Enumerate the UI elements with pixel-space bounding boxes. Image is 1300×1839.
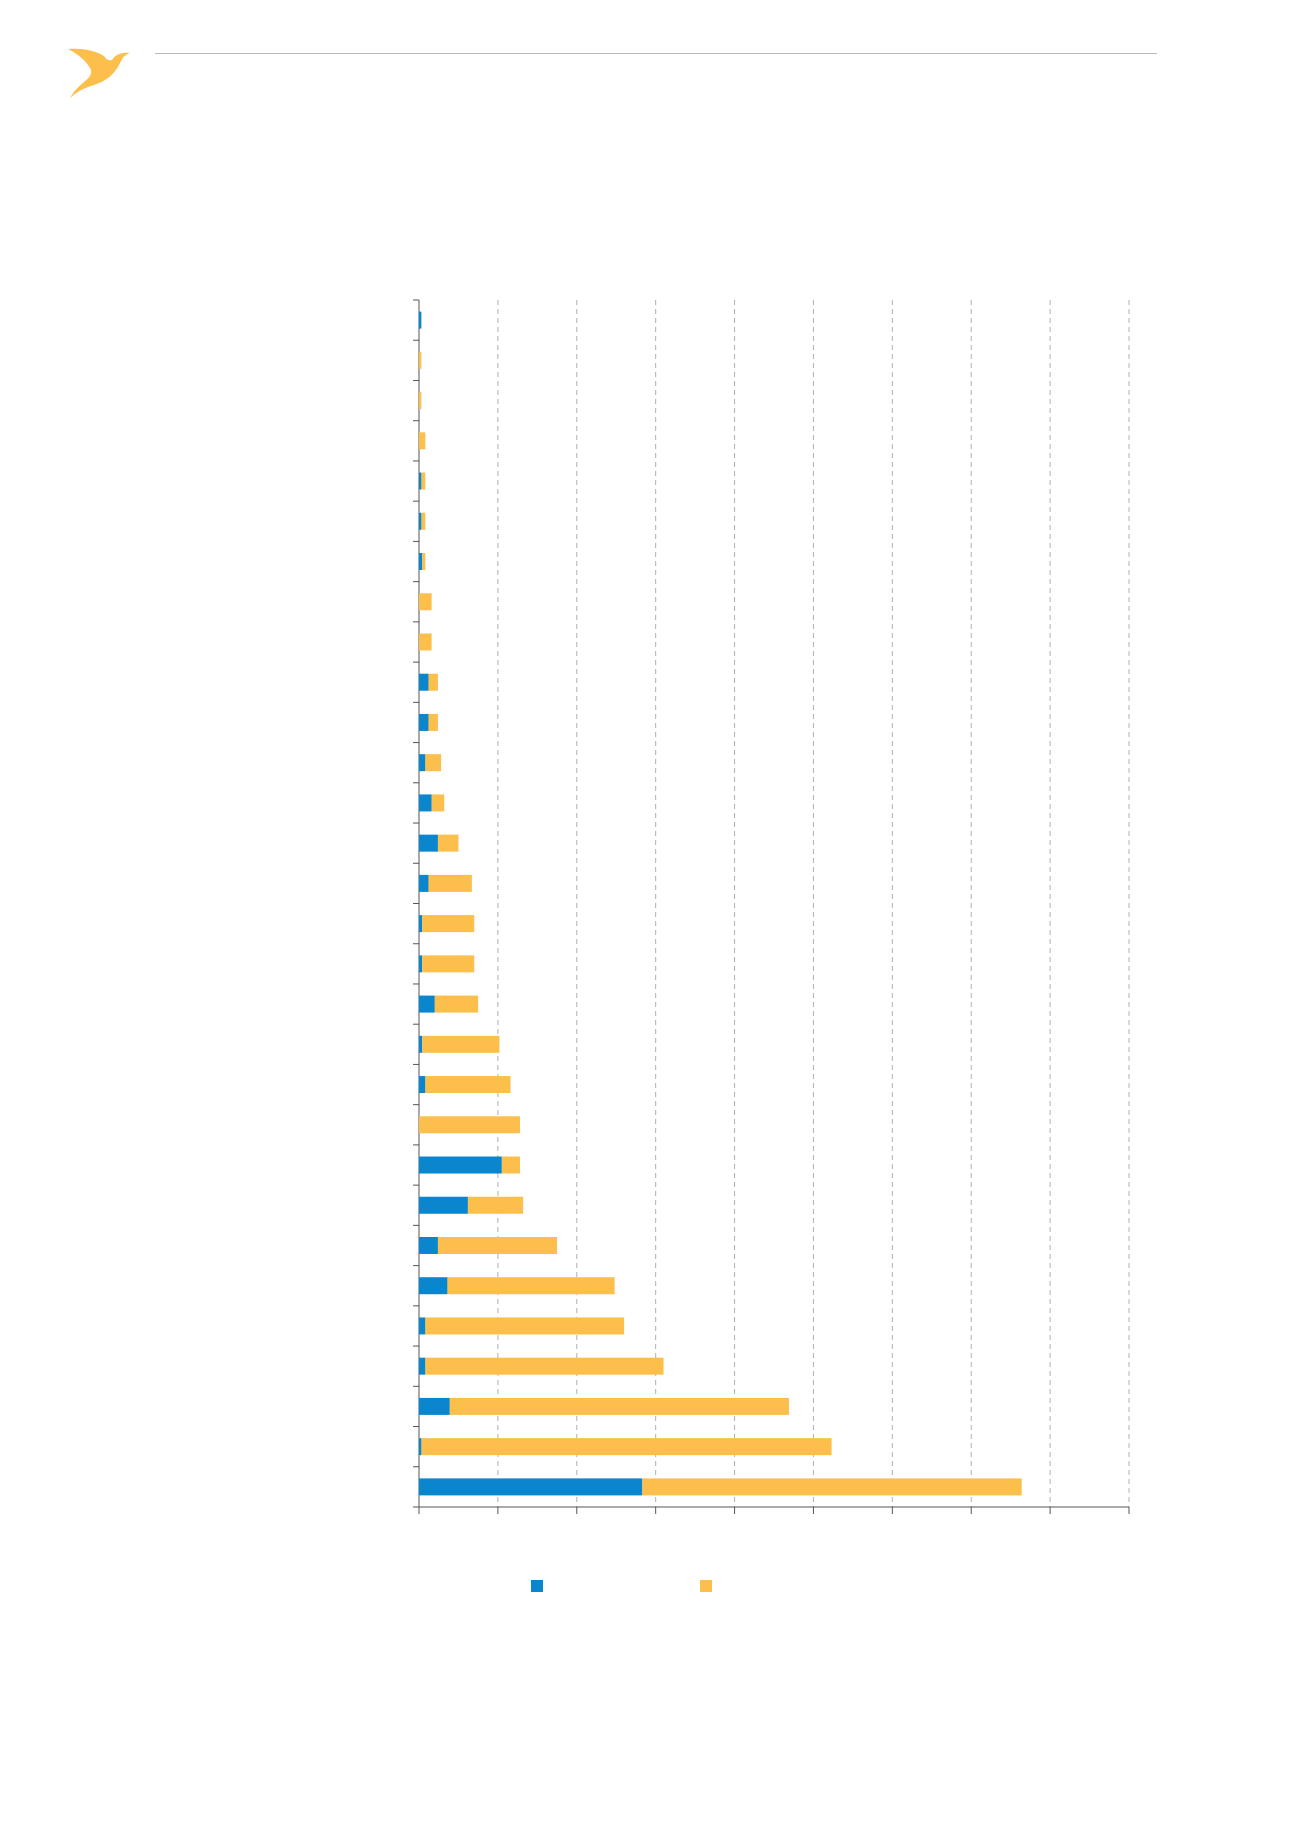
bar-29-series-2 <box>421 1438 832 1456</box>
bar-14-series-2 <box>437 834 459 852</box>
bar-15-series-1 <box>419 874 429 892</box>
bar-15-series-2 <box>428 874 472 892</box>
bar-11-series-2 <box>428 713 438 731</box>
bar-20-series-2 <box>425 1076 511 1094</box>
bar-18-series-1 <box>419 995 435 1013</box>
bar-29-series-1 <box>419 1438 422 1456</box>
bar-28-series-2 <box>449 1397 789 1415</box>
bar-25-series-1 <box>419 1277 448 1295</box>
bar-19-series-1 <box>419 1035 423 1053</box>
bar-7-series-1 <box>419 553 423 571</box>
bar-26-series-1 <box>419 1317 426 1335</box>
bar-27-series-1 <box>419 1357 426 1375</box>
bar-7-series-2 <box>422 553 426 571</box>
bar-20-series-1 <box>419 1076 426 1094</box>
bird-logo-shape <box>68 48 130 99</box>
bar-5-series-1 <box>419 472 422 490</box>
bar-30-series-2 <box>642 1478 1022 1496</box>
bar-13-series-2 <box>431 794 445 812</box>
bar-19-series-2 <box>422 1035 500 1053</box>
bar-13-series-1 <box>419 794 432 812</box>
bar-6-series-1 <box>419 512 422 530</box>
bar-17-series-2 <box>422 955 475 973</box>
bar-26-series-2 <box>425 1317 625 1335</box>
bar-24-series-1 <box>419 1236 438 1254</box>
bar-12-series-1 <box>419 754 426 772</box>
bar-8-series-2 <box>419 593 432 611</box>
bar-4-series-2 <box>419 432 426 450</box>
bar-14-series-1 <box>419 834 438 852</box>
bar-10-series-2 <box>428 673 438 691</box>
bar-17-series-1 <box>419 955 423 973</box>
bar-28-series-1 <box>419 1397 450 1415</box>
bar-24-series-2 <box>437 1236 558 1254</box>
bar-16-series-2 <box>422 915 475 933</box>
header-divider <box>155 53 1157 54</box>
bar-3-series-2 <box>419 392 422 410</box>
bar-23-series-2 <box>467 1196 524 1214</box>
bar-22-series-2 <box>501 1156 520 1174</box>
bar-18-series-2 <box>434 995 479 1013</box>
bar-25-series-2 <box>447 1277 615 1295</box>
bar-21-series-2 <box>419 1116 520 1134</box>
bird-logo-icon <box>68 48 130 99</box>
legend-swatch-series-1 <box>531 1580 543 1592</box>
bar-6-series-2 <box>421 512 426 530</box>
bar-30-series-1 <box>419 1478 643 1496</box>
bar-5-series-2 <box>421 472 426 490</box>
bar-23-series-1 <box>419 1196 468 1214</box>
bar-16-series-1 <box>419 915 423 933</box>
bar-22-series-1 <box>419 1156 502 1174</box>
bar-10-series-1 <box>419 673 429 691</box>
bar-2-series-2 <box>419 351 422 369</box>
bar-11-series-1 <box>419 713 429 731</box>
bar-1-series-1 <box>419 311 422 329</box>
bar-27-series-2 <box>425 1357 664 1375</box>
bar-9-series-2 <box>419 633 432 651</box>
bar-12-series-2 <box>425 754 442 772</box>
legend-swatch-series-2 <box>700 1580 712 1592</box>
